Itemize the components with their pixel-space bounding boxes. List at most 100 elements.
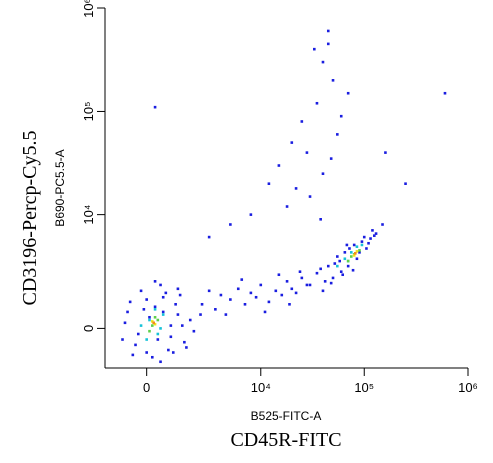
point	[326, 29, 330, 33]
point	[145, 351, 148, 354]
point	[339, 270, 343, 273]
point	[139, 289, 143, 293]
y-tick-label: 10⁵	[81, 102, 96, 122]
point	[360, 240, 364, 243]
point	[249, 213, 253, 216]
point	[150, 324, 154, 327]
point	[336, 264, 339, 268]
x-tick-label: 0	[143, 380, 150, 395]
point	[214, 308, 217, 311]
point	[336, 133, 339, 136]
point	[404, 182, 407, 185]
point	[362, 235, 366, 239]
point	[156, 318, 160, 322]
point	[315, 101, 319, 105]
point	[159, 283, 162, 287]
point	[298, 270, 302, 273]
point	[152, 321, 155, 325]
point	[164, 291, 168, 295]
point	[267, 300, 271, 304]
point	[123, 321, 127, 325]
point	[358, 251, 361, 254]
point	[159, 327, 162, 330]
point	[321, 289, 325, 293]
x-axis-title: CD45R-FITC	[230, 429, 341, 451]
point	[371, 229, 374, 232]
point	[153, 308, 157, 311]
y-tick-label: 10⁴	[81, 205, 96, 225]
point	[343, 257, 347, 261]
point	[315, 271, 319, 275]
point	[290, 141, 294, 144]
point	[321, 60, 325, 64]
point	[150, 355, 154, 359]
point	[308, 195, 312, 198]
point	[229, 298, 232, 301]
point	[128, 300, 132, 304]
point	[319, 217, 322, 221]
point	[148, 315, 151, 319]
point	[329, 157, 333, 160]
point	[243, 302, 247, 306]
point	[355, 257, 359, 261]
point	[323, 280, 327, 283]
point	[355, 245, 359, 248]
point	[192, 329, 196, 333]
point	[381, 223, 384, 226]
point	[178, 293, 182, 297]
x-tick-label: 10⁴	[251, 380, 271, 395]
y-tick-label: 10⁶	[81, 0, 96, 18]
point	[240, 278, 244, 281]
point	[176, 313, 180, 316]
point	[121, 338, 124, 341]
point	[294, 187, 298, 190]
point	[153, 315, 157, 319]
y-axis-title: CD3196-Percp-Cy5.5	[19, 131, 41, 306]
point	[274, 289, 278, 293]
point	[367, 241, 370, 245]
point	[300, 120, 304, 123]
point	[139, 324, 143, 327]
point	[308, 283, 312, 287]
point	[338, 259, 342, 263]
point	[339, 114, 343, 118]
point	[171, 351, 175, 354]
point	[180, 324, 184, 327]
point	[176, 287, 180, 291]
point	[348, 247, 351, 250]
point	[373, 234, 376, 237]
point	[354, 252, 357, 255]
point	[352, 243, 356, 247]
point	[351, 268, 355, 272]
point	[443, 91, 447, 95]
point	[331, 79, 335, 82]
point	[153, 280, 157, 283]
point	[384, 151, 387, 154]
x-tick-label: 10⁶	[458, 380, 478, 395]
point	[161, 295, 165, 299]
point	[153, 105, 157, 109]
x-tick-label: 10⁵	[354, 380, 374, 395]
point	[346, 91, 350, 95]
point	[333, 262, 337, 265]
point	[285, 280, 289, 283]
point	[267, 182, 271, 185]
point	[374, 232, 378, 235]
point	[326, 42, 330, 46]
point	[159, 360, 162, 364]
point	[169, 324, 173, 327]
point	[169, 335, 173, 339]
point	[294, 291, 298, 295]
point	[346, 264, 350, 268]
point	[345, 243, 349, 247]
point	[369, 237, 372, 240]
point	[126, 310, 129, 314]
point	[236, 287, 240, 291]
point	[174, 302, 177, 306]
point	[349, 255, 353, 258]
point	[285, 205, 289, 208]
point	[131, 353, 135, 357]
point	[358, 249, 361, 252]
point	[336, 255, 339, 258]
point	[352, 254, 356, 257]
